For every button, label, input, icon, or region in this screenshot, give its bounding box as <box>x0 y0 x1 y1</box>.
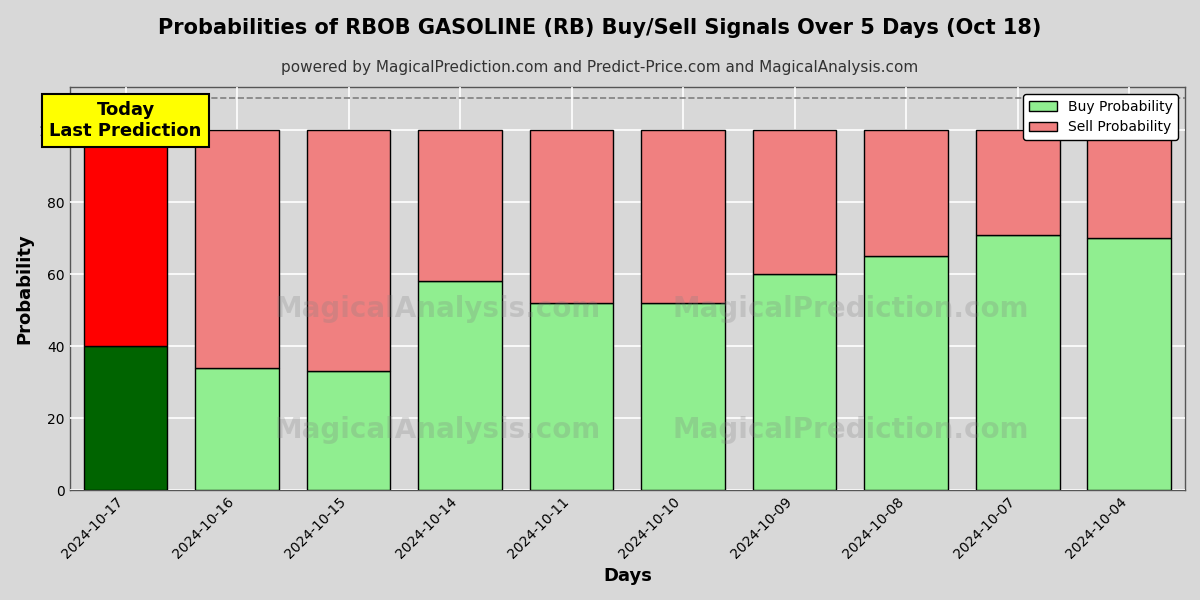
Bar <box>419 130 502 281</box>
Bar <box>641 130 725 303</box>
Bar <box>1087 238 1171 490</box>
Bar <box>196 130 278 368</box>
Bar <box>641 303 725 490</box>
Text: Probabilities of RBOB GASOLINE (RB) Buy/Sell Signals Over 5 Days (Oct 18): Probabilities of RBOB GASOLINE (RB) Buy/… <box>158 18 1042 38</box>
Bar <box>196 368 278 490</box>
Bar <box>976 130 1060 235</box>
Bar <box>864 256 948 490</box>
Text: MagicalAnalysis.com: MagicalAnalysis.com <box>275 416 601 443</box>
Bar <box>752 274 836 490</box>
Bar <box>84 346 167 490</box>
Bar <box>530 303 613 490</box>
Text: MagicalAnalysis.com: MagicalAnalysis.com <box>275 295 601 323</box>
X-axis label: Days: Days <box>602 567 652 585</box>
Bar <box>976 235 1060 490</box>
Text: MagicalPrediction.com: MagicalPrediction.com <box>672 416 1028 443</box>
Text: powered by MagicalPrediction.com and Predict-Price.com and MagicalAnalysis.com: powered by MagicalPrediction.com and Pre… <box>281 60 919 75</box>
Bar <box>84 130 167 346</box>
Bar <box>307 371 390 490</box>
Bar <box>307 130 390 371</box>
Bar <box>752 130 836 274</box>
Legend: Buy Probability, Sell Probability: Buy Probability, Sell Probability <box>1024 94 1178 140</box>
Y-axis label: Probability: Probability <box>14 233 34 344</box>
Text: MagicalPrediction.com: MagicalPrediction.com <box>672 295 1028 323</box>
Bar <box>419 281 502 490</box>
Bar <box>530 130 613 303</box>
Text: Today
Last Prediction: Today Last Prediction <box>49 101 202 140</box>
Bar <box>1087 130 1171 238</box>
Bar <box>864 130 948 256</box>
